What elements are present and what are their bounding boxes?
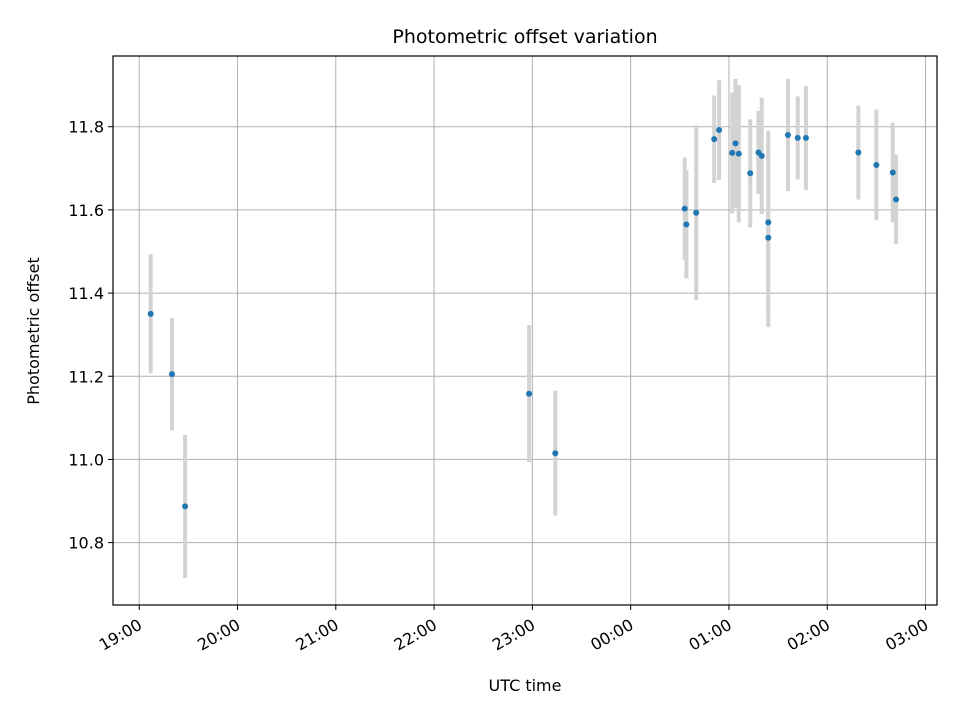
x-axis-label: UTC time: [489, 676, 562, 695]
data-point: [893, 196, 900, 203]
data-points: [147, 127, 900, 510]
data-point: [765, 219, 772, 226]
data-point: [758, 152, 765, 159]
chart-title: Photometric offset variation: [392, 26, 657, 48]
data-point: [182, 503, 189, 510]
y-tick-label: 10.8: [68, 534, 104, 553]
data-point: [729, 149, 736, 156]
grid-lines: [113, 56, 937, 605]
y-tick-label: 11.6: [68, 201, 104, 220]
data-point: [765, 234, 772, 241]
y-tick-label: 11.2: [68, 367, 104, 386]
data-point: [552, 450, 559, 457]
y-axis-label: Photometric offset: [24, 257, 43, 405]
data-point: [873, 161, 880, 168]
y-tick-label: 11.8: [68, 118, 104, 137]
data-point: [683, 221, 690, 228]
y-axis-ticks: 10.8 11.0 11.2 11.4 11.6 11.8: [68, 118, 113, 553]
data-point: [889, 169, 896, 176]
data-point: [526, 390, 533, 397]
data-point: [747, 170, 754, 177]
data-point: [168, 371, 175, 378]
data-point: [711, 136, 718, 143]
data-point: [716, 127, 723, 134]
data-point: [735, 150, 742, 157]
data-point: [681, 205, 688, 212]
data-point: [855, 149, 862, 156]
plot-area-background: [113, 56, 937, 605]
data-point: [147, 310, 154, 317]
y-tick-label: 11.4: [68, 284, 104, 303]
y-tick-label: 11.0: [68, 450, 104, 469]
data-point: [794, 134, 801, 141]
data-point: [693, 209, 700, 216]
data-point: [784, 132, 791, 139]
plot-area-frame: [112, 55, 938, 606]
data-point: [732, 140, 739, 147]
data-point: [802, 134, 809, 141]
